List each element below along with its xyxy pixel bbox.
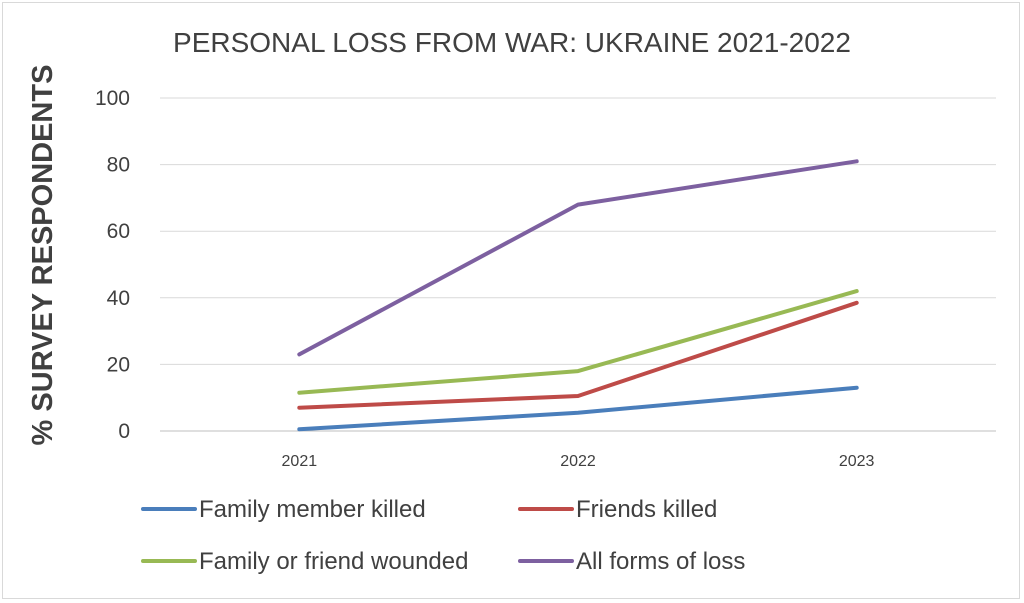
x-tick-label: 2022 (560, 453, 596, 470)
legend-label: Friends killed (576, 496, 717, 523)
series-line-1 (297, 385, 859, 432)
series-line-2 (297, 300, 859, 410)
legend-label: Family member killed (199, 496, 426, 523)
series-line-3 (297, 289, 859, 395)
y-axis-label: % SURVEY RESPONDENTS (27, 65, 59, 446)
legend: Family member killed Friends killed Family… (141, 496, 745, 575)
series-line-4 (297, 159, 859, 357)
y-tick-labels: 0 20 40 60 80 100 (95, 87, 130, 443)
y-tick-label: 100 (95, 87, 130, 110)
x-tick-label: 2023 (839, 453, 875, 470)
y-tick-label: 80 (107, 154, 130, 177)
series-lines (297, 159, 859, 432)
x-tick-labels: 2021 2022 2023 (282, 453, 875, 470)
y-tick-label: 60 (107, 220, 130, 243)
gridlines (160, 97, 996, 432)
y-tick-label: 0 (118, 420, 130, 443)
chart-title: PERSONAL LOSS FROM WAR: UKRAINE 2021-202… (173, 27, 851, 58)
legend-label: All forms of loss (576, 548, 745, 575)
y-tick-label: 20 (107, 353, 130, 376)
legend-label: Family or friend wounded (199, 548, 468, 575)
x-tick-label: 2021 (282, 453, 318, 470)
y-tick-label: 40 (107, 287, 130, 310)
